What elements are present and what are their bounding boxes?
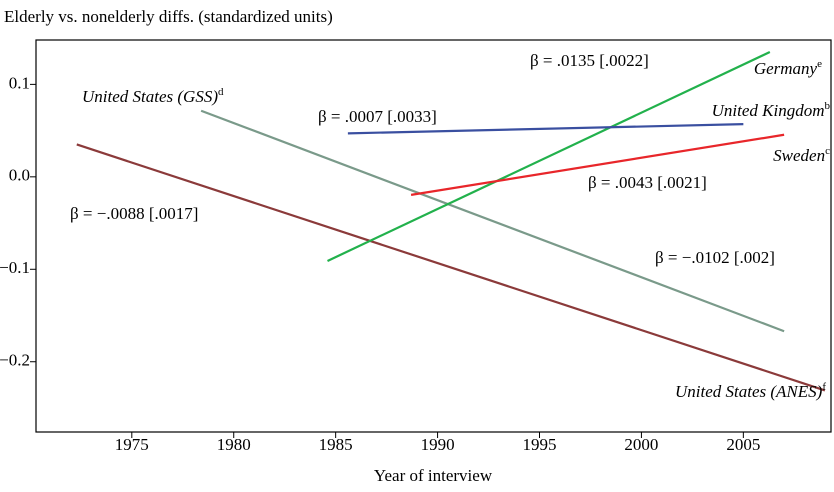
series-label: Swedenc [773,145,830,165]
series-note: b [825,100,831,112]
series-name: Sweden [773,146,825,165]
series-note: c [825,145,830,157]
series-line [327,51,771,262]
series-name: Germany [754,59,818,78]
series-name: United States (ANES) [675,382,823,401]
series-label: Germanye [754,58,822,78]
y-tick-label: 0.0 [9,166,30,185]
series-name: United States (GSS) [82,87,218,106]
y-tick-label: −0.1 [0,258,30,277]
series-label: United Kingdomb [712,100,831,120]
x-tick-label: 1980 [217,435,251,454]
series-note: e [817,58,822,70]
series-line [200,109,785,333]
x-tick-label: 1990 [421,435,455,454]
annotation: β = −.0088 [.0017] [70,204,198,223]
annotation: β = .0043 [.0021] [588,173,707,192]
x-tick-label: 2000 [624,435,658,454]
series-line [76,143,826,392]
y-tick-label: 0.1 [9,73,30,92]
series-line [347,123,744,135]
series-note: f [822,381,826,393]
series-line [410,133,785,196]
annotation: β = .0007 [.0033] [318,107,437,126]
x-tick-label: 2005 [726,435,760,454]
annotation: β = −.0102 [.002] [655,248,775,267]
series-label: United States (GSS)d [82,86,224,106]
x-tick-label: 1995 [523,435,557,454]
x-tick-label: 1985 [319,435,353,454]
series-name: United Kingdom [712,101,825,120]
annotation: β = .0135 [.0022] [530,51,649,70]
y-tick-label: −0.2 [0,351,30,370]
x-axis-label: Year of interview [374,466,493,485]
x-tick-label: 1975 [115,435,149,454]
series-label: United States (ANES)f [675,381,826,401]
series-note: d [218,86,224,98]
plot-frame [35,39,832,433]
chart-title: Elderly vs. nonelderly diffs. (standardi… [4,7,333,26]
